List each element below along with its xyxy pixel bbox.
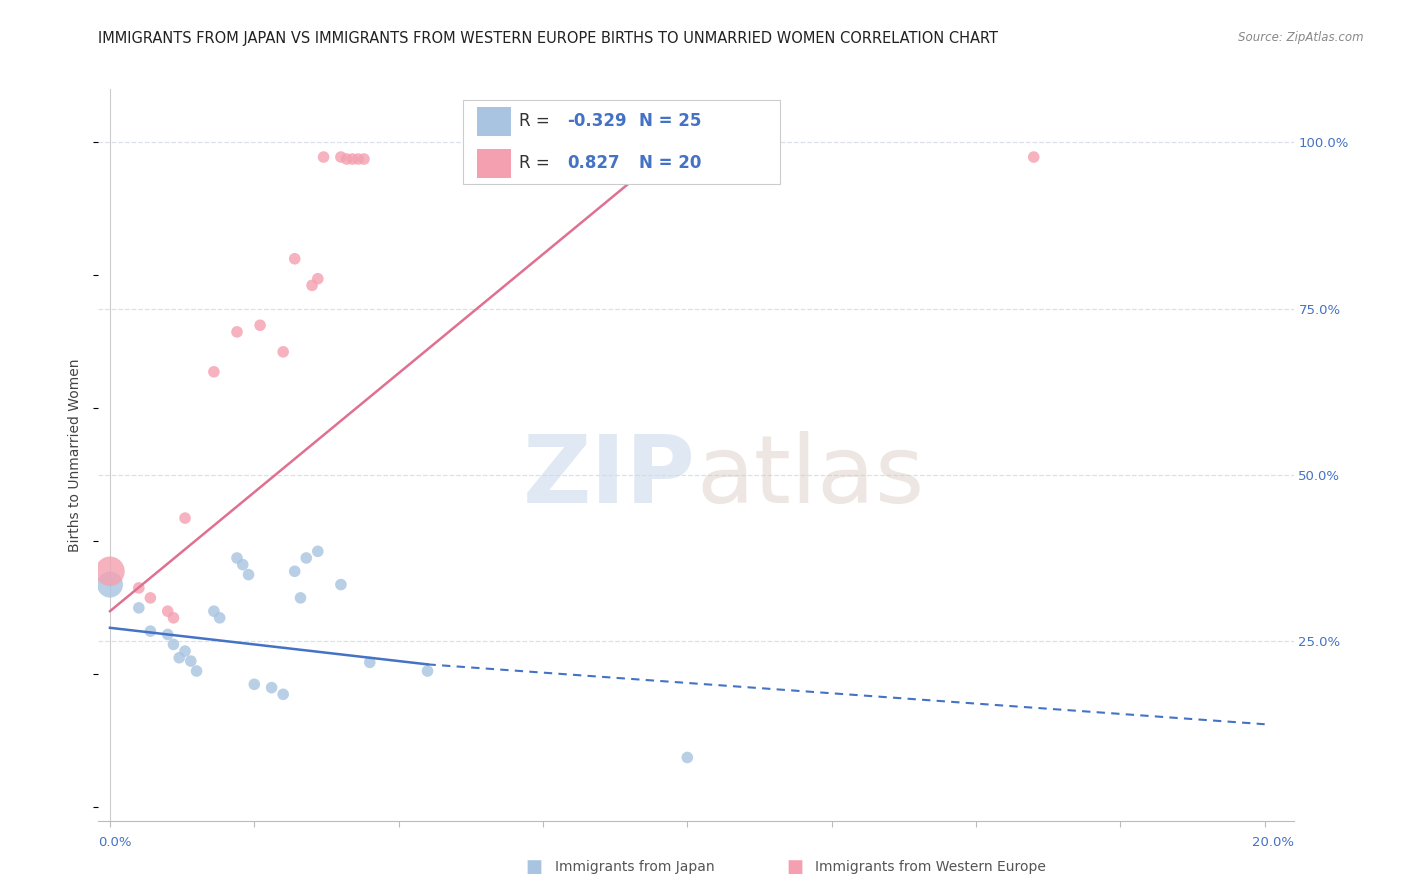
Text: ZIP: ZIP: [523, 431, 696, 523]
Point: [162, 637, 184, 651]
Point: [226, 551, 249, 566]
Text: Immigrants from Japan: Immigrants from Japan: [555, 860, 716, 874]
Point: [167, 650, 190, 665]
Text: 0.0%: 0.0%: [98, 837, 132, 849]
Point: [260, 681, 283, 695]
FancyBboxPatch shape: [463, 100, 780, 185]
Point: [295, 551, 318, 566]
Point: [180, 654, 202, 668]
Point: [676, 750, 699, 764]
Point: [290, 591, 312, 605]
Point: [156, 604, 179, 618]
Point: [284, 564, 307, 578]
Point: [271, 687, 294, 701]
Text: atlas: atlas: [696, 431, 924, 523]
Point: [416, 664, 439, 678]
Point: [249, 318, 271, 333]
Text: N = 25: N = 25: [638, 112, 702, 130]
Text: 0.827: 0.827: [567, 154, 620, 172]
Text: Immigrants from Western Europe: Immigrants from Western Europe: [815, 860, 1046, 874]
Text: Source: ZipAtlas.com: Source: ZipAtlas.com: [1239, 31, 1364, 45]
Point: [342, 152, 364, 166]
Point: [162, 611, 184, 625]
Point: [139, 624, 162, 639]
Point: [174, 511, 197, 525]
Y-axis label: Births to Unmarried Women: Births to Unmarried Women: [69, 359, 83, 551]
Point: [226, 325, 249, 339]
Point: [128, 581, 150, 595]
Point: [174, 644, 197, 658]
Point: [128, 600, 150, 615]
Point: [98, 564, 121, 578]
Text: R =: R =: [519, 154, 555, 172]
Point: [238, 567, 260, 582]
Text: R =: R =: [519, 112, 555, 130]
Text: ■: ■: [786, 858, 803, 876]
Point: [301, 278, 323, 293]
Point: [156, 627, 179, 641]
Point: [329, 577, 352, 591]
Point: [307, 544, 329, 558]
Point: [139, 591, 162, 605]
Point: [186, 664, 208, 678]
Point: [202, 365, 225, 379]
FancyBboxPatch shape: [477, 149, 510, 178]
Text: ■: ■: [526, 858, 543, 876]
Point: [232, 558, 254, 572]
Text: N = 20: N = 20: [638, 154, 702, 172]
Point: [359, 656, 381, 670]
Point: [336, 152, 359, 166]
Point: [98, 577, 121, 591]
Point: [1022, 150, 1045, 164]
Point: [208, 611, 231, 625]
Text: IMMIGRANTS FROM JAPAN VS IMMIGRANTS FROM WESTERN EUROPE BIRTHS TO UNMARRIED WOME: IMMIGRANTS FROM JAPAN VS IMMIGRANTS FROM…: [98, 31, 998, 46]
Point: [243, 677, 266, 691]
Text: -0.329: -0.329: [567, 112, 627, 130]
Point: [307, 271, 329, 285]
Point: [202, 604, 225, 618]
Point: [347, 152, 370, 166]
Text: 20.0%: 20.0%: [1251, 837, 1294, 849]
Point: [271, 344, 294, 359]
Point: [353, 152, 375, 166]
Point: [312, 150, 335, 164]
FancyBboxPatch shape: [477, 106, 510, 136]
Point: [284, 252, 307, 266]
Point: [329, 150, 352, 164]
